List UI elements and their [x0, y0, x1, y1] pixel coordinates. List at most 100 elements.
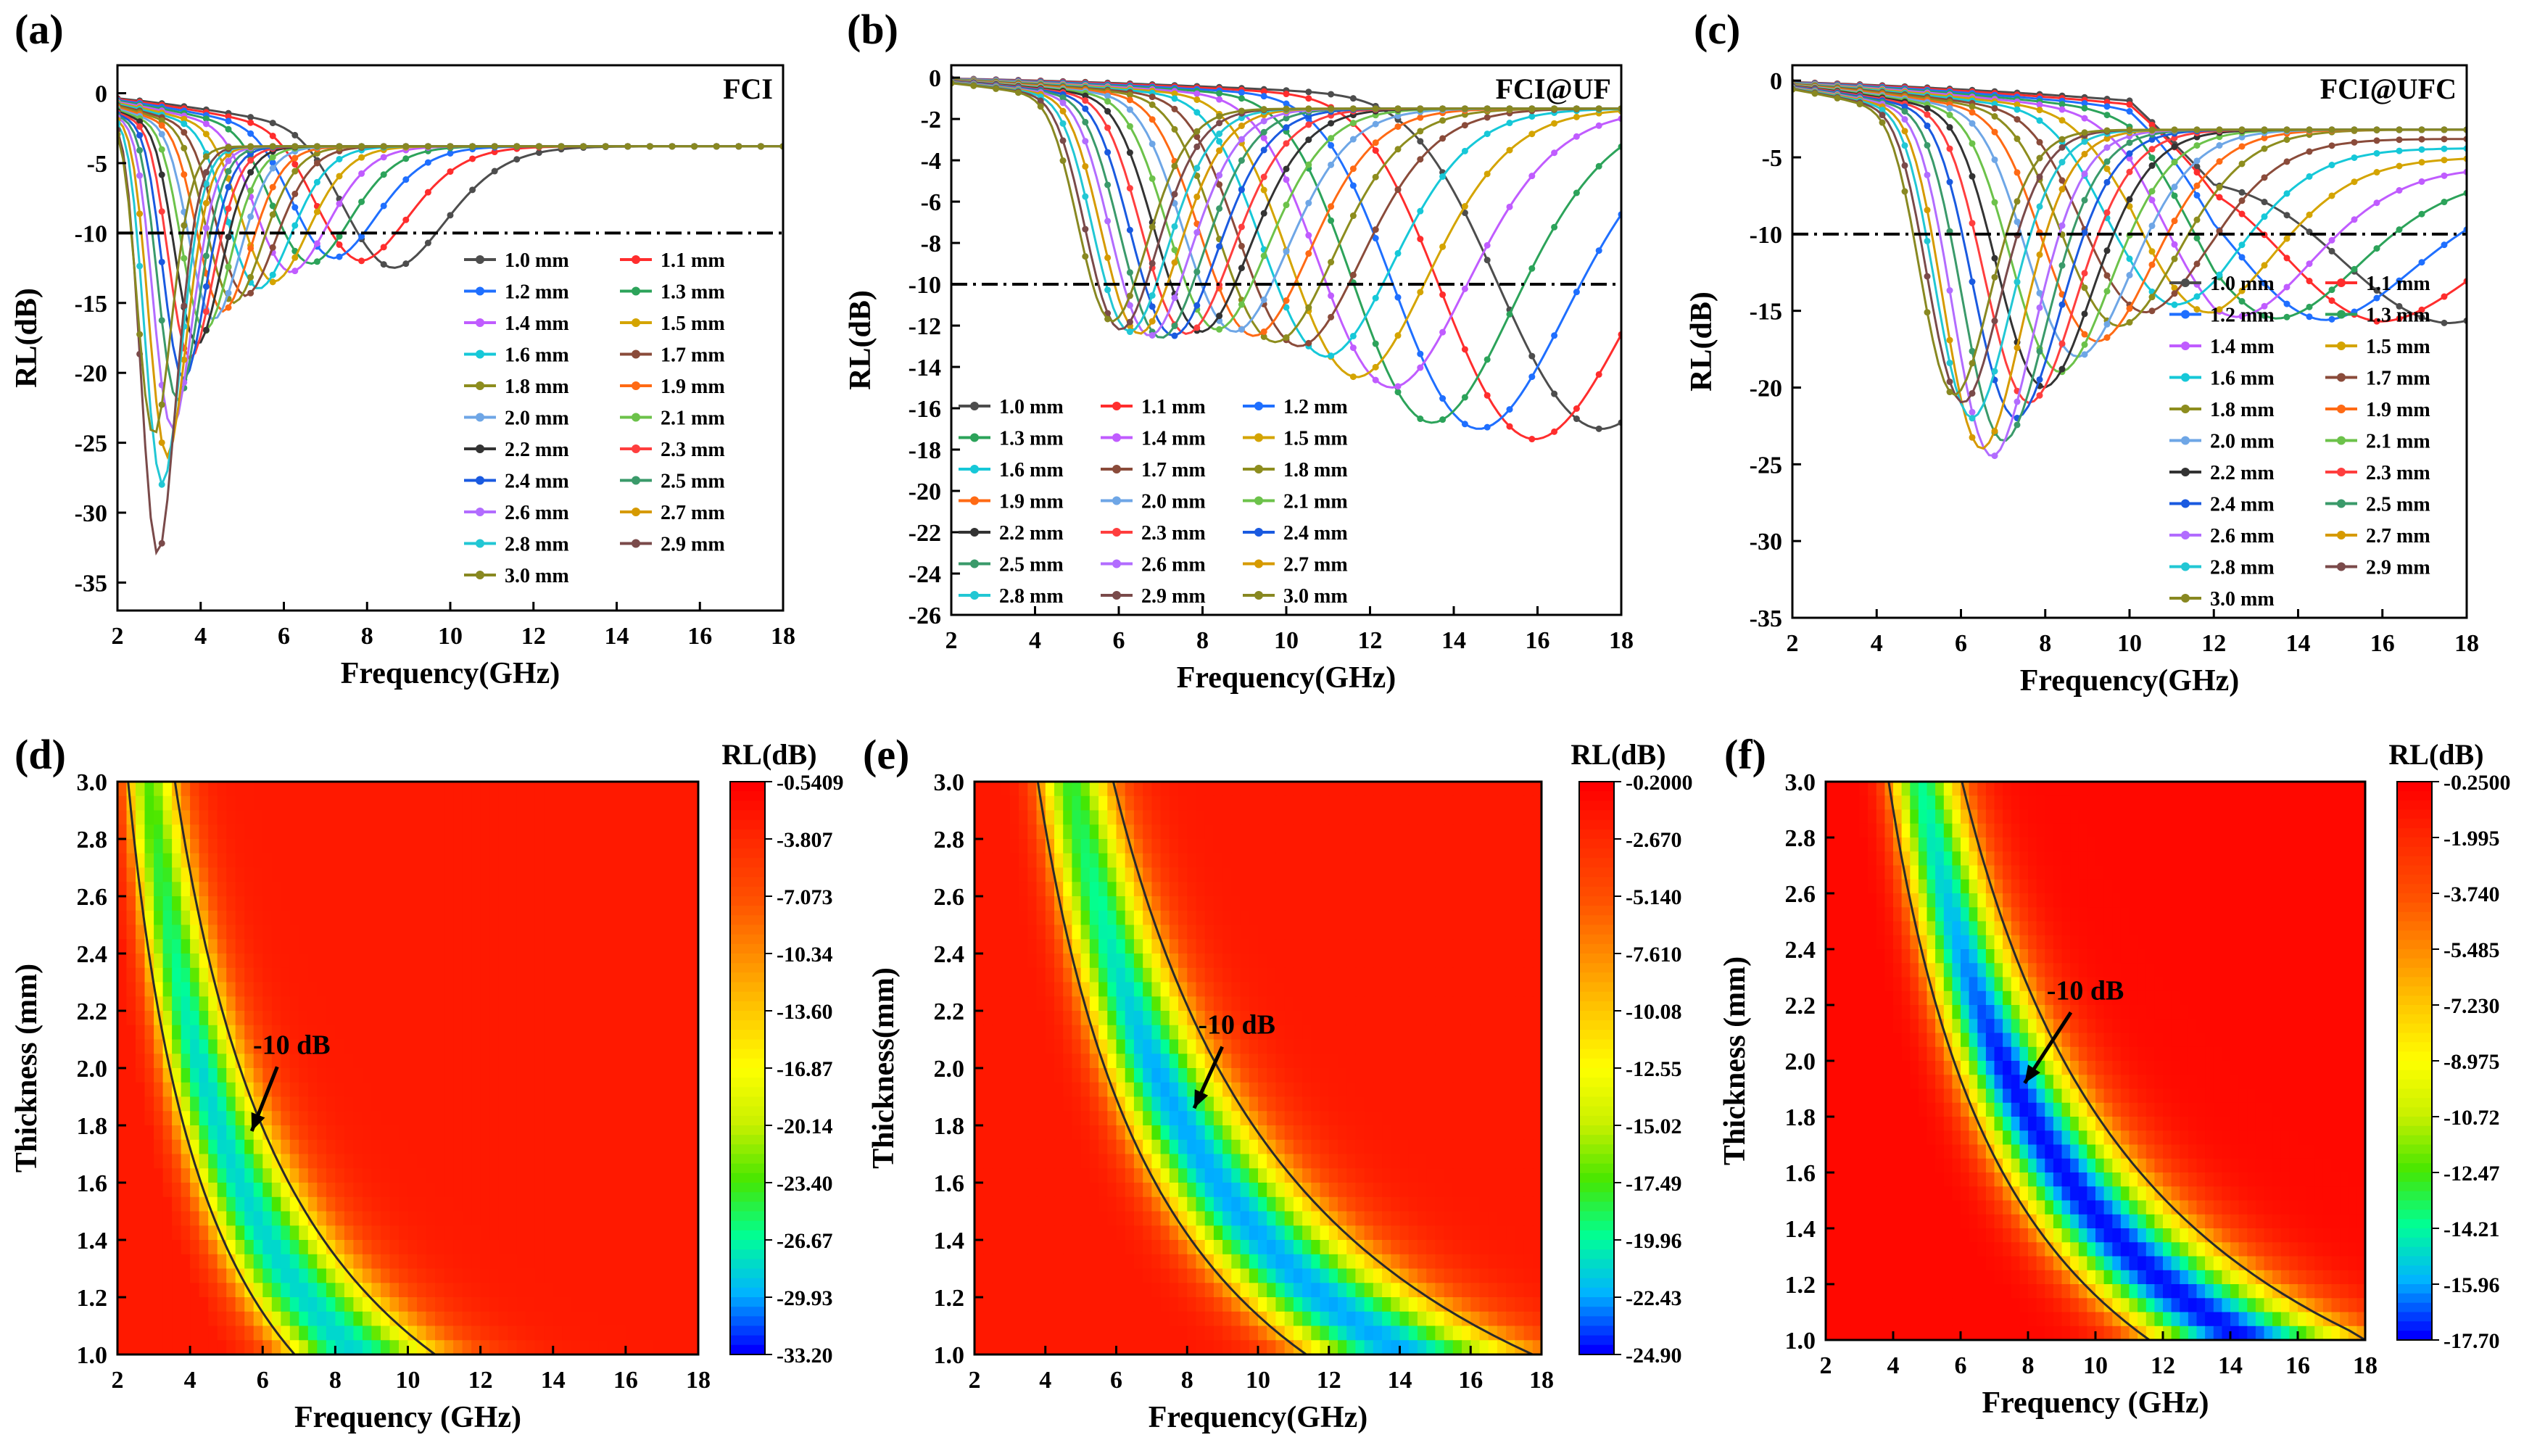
heatmap-cell	[326, 1125, 336, 1141]
series-marker	[1551, 223, 1558, 231]
heatmap-cell	[172, 896, 182, 911]
heatmap-cell	[381, 1039, 391, 1055]
series-marker	[2171, 126, 2178, 133]
heatmap-cell	[435, 1096, 445, 1112]
heatmap-cell	[643, 1139, 654, 1155]
heatmap-cell	[226, 1225, 236, 1241]
heatmap-cell	[598, 896, 608, 911]
heatmap-cell	[598, 1311, 608, 1327]
heatmap-cell	[117, 782, 128, 797]
heatmap-cell	[407, 1211, 418, 1227]
heatmap-cell	[144, 1096, 154, 1112]
heatmap-cell	[371, 925, 381, 940]
series-marker	[1216, 96, 1223, 103]
series-marker	[1394, 186, 1402, 194]
heatmap-cell	[371, 996, 381, 1012]
heatmap-cell	[235, 1340, 245, 1355]
heatmap-cell	[326, 1225, 336, 1241]
heatmap-cell	[244, 967, 255, 983]
series-marker	[313, 258, 320, 265]
series-marker	[1461, 394, 1468, 401]
heatmap-cell	[317, 982, 327, 998]
heatmap-cell	[154, 1139, 164, 1155]
heatmap-cell	[362, 1096, 373, 1112]
series-marker	[358, 154, 365, 161]
heatmap-cell	[262, 1297, 273, 1312]
heatmap-cell	[471, 782, 481, 797]
heatmap-cell	[117, 939, 128, 954]
legend-label: 2.8 mm	[2210, 557, 2275, 579]
heatmap-cell	[353, 1225, 363, 1241]
heatmap-cell	[335, 853, 345, 869]
heatmap-cell	[462, 967, 472, 983]
legend-label: 1.8 mm	[505, 376, 569, 398]
heatmap-cell	[126, 1268, 136, 1284]
heatmap-cell	[489, 1196, 500, 1212]
series-marker	[1171, 332, 1178, 339]
heatmap-cell	[362, 1168, 373, 1183]
heatmap-cell	[480, 782, 490, 797]
heatmap-cell	[534, 1196, 545, 1212]
series-marker	[1349, 120, 1357, 127]
heatmap-cell	[453, 982, 463, 998]
heatmap-cell	[598, 853, 608, 869]
heatmap-cell	[117, 1268, 128, 1284]
heatmap-cell	[317, 1125, 327, 1141]
heatmap-cell	[281, 1139, 291, 1155]
heatmap-cell	[526, 1054, 536, 1069]
series-marker	[2058, 365, 2066, 373]
heatmap-cell	[534, 1183, 545, 1198]
heatmap-cell	[571, 1283, 582, 1298]
x-axis-label: Frequency(GHz)	[1177, 661, 1396, 695]
series-marker	[336, 233, 343, 240]
heatmap-cell	[371, 910, 381, 926]
series-marker	[2396, 162, 2403, 170]
heatmap-cell	[389, 1268, 400, 1284]
heatmap-cell	[607, 1225, 618, 1241]
heatmap-cell	[244, 1211, 255, 1227]
series-marker	[1216, 172, 1223, 179]
heatmap-cell	[281, 795, 291, 811]
series-marker	[1149, 140, 1156, 147]
heatmap-cell	[289, 896, 300, 911]
heatmap-cell	[417, 1211, 427, 1227]
heatmap-cell	[417, 996, 427, 1012]
heatmap-cell	[553, 1268, 563, 1284]
heatmap-cell	[526, 1011, 536, 1026]
heatmap-cell	[426, 867, 436, 883]
heatmap-cell	[307, 1268, 318, 1284]
heatmap-cell	[362, 1340, 373, 1355]
series-marker	[491, 143, 498, 150]
series-marker	[1551, 428, 1558, 435]
heatmap-cell	[154, 1311, 164, 1327]
series-marker	[1901, 116, 1908, 123]
series-marker	[1104, 92, 1112, 99]
heatmap-cell	[344, 795, 355, 811]
heatmap-cell	[435, 867, 445, 883]
series-marker	[669, 143, 676, 150]
heatmap-cell	[262, 896, 273, 911]
heatmap-cell	[126, 1340, 136, 1355]
series-marker	[1328, 105, 1335, 112]
series-marker	[158, 131, 165, 138]
series-marker	[1059, 157, 1067, 165]
series-marker	[1394, 389, 1402, 396]
heatmap-cell	[317, 939, 327, 954]
heatmap-cell	[634, 1025, 645, 1041]
heatmap-cell	[344, 1254, 355, 1270]
heatmap-cell	[199, 1311, 209, 1327]
heatmap-cell	[453, 1340, 463, 1355]
heatmap-cell	[181, 1283, 191, 1298]
heatmap-cell	[353, 810, 363, 826]
series-marker	[1461, 285, 1468, 292]
heatmap-cell	[426, 1311, 436, 1327]
heatmap-cell	[498, 1096, 508, 1112]
heatmap-cell	[181, 1068, 191, 1083]
series-marker	[1171, 294, 1178, 302]
series-marker	[2171, 192, 2178, 199]
heatmap-cell	[625, 896, 636, 911]
heatmap-cell	[281, 1211, 291, 1227]
heatmap-cell	[417, 795, 427, 811]
series-marker	[158, 208, 165, 215]
heatmap-cell	[598, 1225, 608, 1241]
